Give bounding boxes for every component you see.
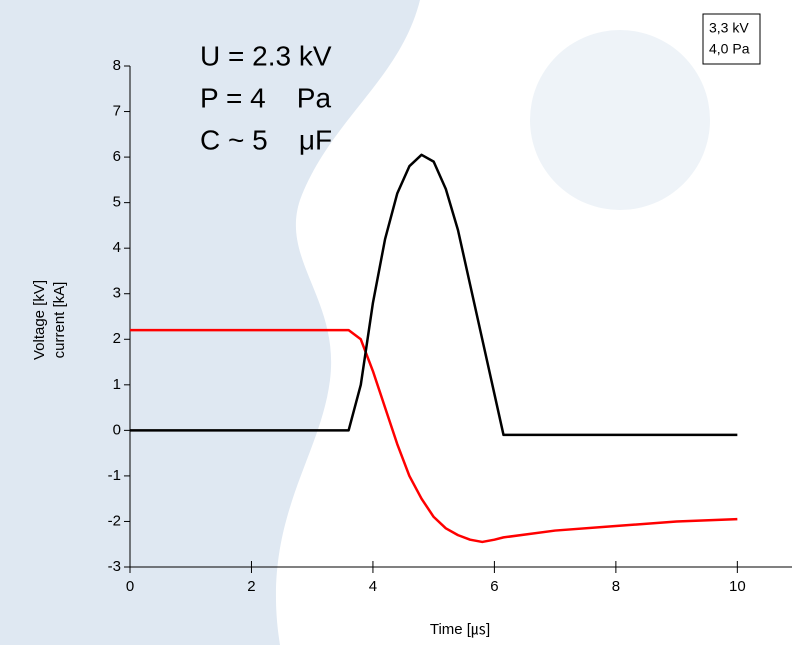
annotation: C ~ 5 μF [200,124,332,155]
y-axis-label: current [kA] [51,282,68,359]
box-line: 3,3 kV [709,20,749,36]
x-tick-label: 0 [126,578,134,595]
data-line [130,153,738,437]
x-tick-label: 6 [490,578,498,595]
y-tick-label: 1 [113,376,121,393]
annotation: P = 4 Pa [200,82,331,113]
x-tick-label: 4 [369,578,377,595]
y-tick-label: 4 [113,239,121,256]
box-line: 4,0 Pa [709,41,750,57]
y-tick-label: 6 [113,148,121,165]
y-tick-label: 3 [113,285,121,302]
y-tick-label: 7 [113,103,121,120]
y-tick-label: -1 [108,467,121,484]
y-tick-label: 0 [113,421,121,438]
y-tick-label: -2 [108,512,121,529]
background-decoration [0,0,710,645]
y-tick-label: 8 [113,57,121,74]
y-tick-label: 2 [113,330,121,347]
x-tick-label: 8 [612,578,620,595]
box: 3,3 kV 4,0 Pa [702,13,761,65]
annotation: U = 2.3 kV [200,40,332,71]
y-tick-label: -3 [108,558,121,575]
x-tick-label: 10 [729,578,746,595]
y-axis-label: Voltage [kV] [31,280,48,360]
data-line [130,328,738,544]
y-tick-label: 5 [113,194,121,211]
x-axis-label: Time [㎲] [430,621,490,638]
x-tick-label: 2 [247,578,255,595]
